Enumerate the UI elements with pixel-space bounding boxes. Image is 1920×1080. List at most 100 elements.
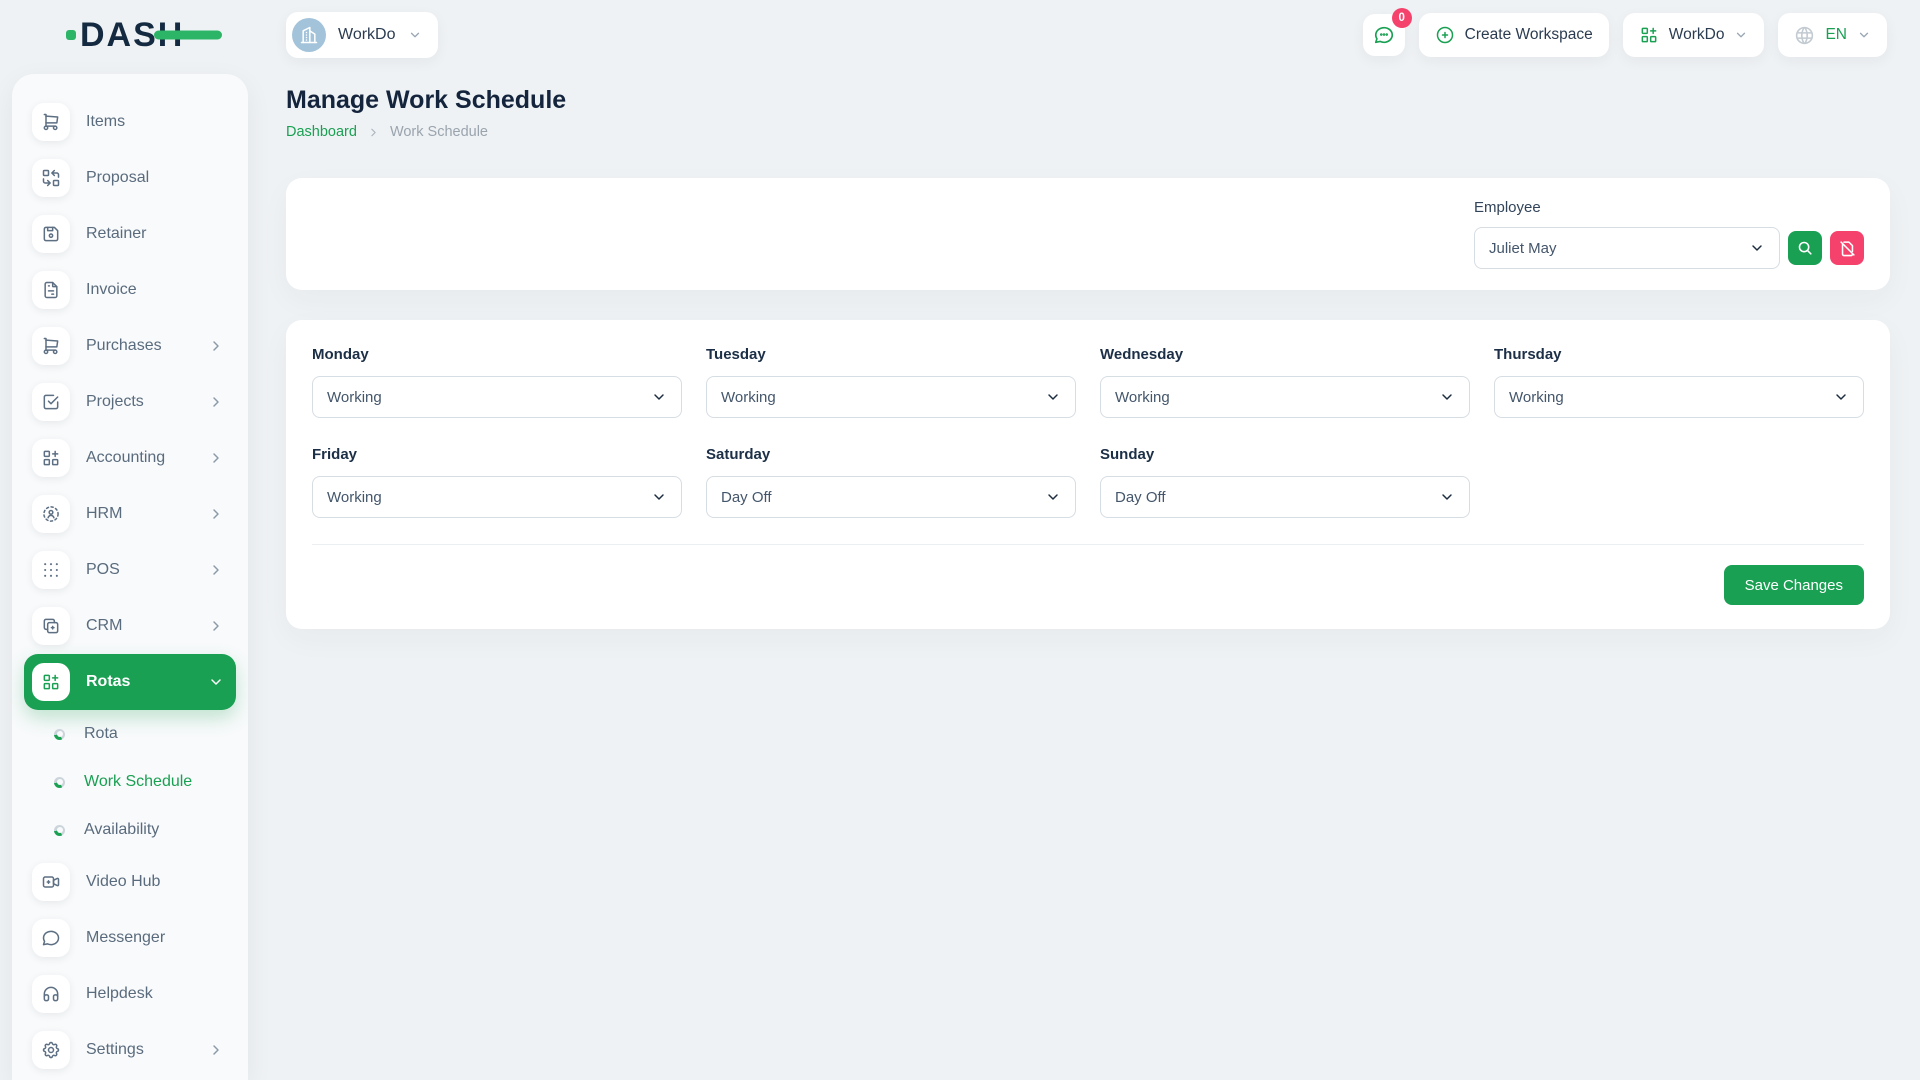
chevron-down-icon	[1734, 28, 1748, 42]
sidebar-item-label: Invoice	[86, 281, 137, 298]
replace-icon	[32, 159, 70, 197]
sidebar-item-label: Rotas	[86, 673, 131, 690]
sidebar-item-label: CRM	[86, 617, 123, 634]
day-grid: Monday Working Tuesday Working Wednesday Work…	[312, 346, 1864, 518]
messenger-icon	[1373, 24, 1395, 46]
thursday-select[interactable]: Working	[1494, 376, 1864, 418]
sidebar-item-label: Messenger	[86, 929, 166, 946]
sidebar-item-pos[interactable]: POS	[24, 542, 236, 598]
workspace-avatar	[292, 18, 326, 52]
sidebar-item-label: Projects	[86, 393, 144, 410]
employee-filter-card: Employee Juliet May	[286, 178, 1890, 290]
messages-button[interactable]: 0	[1362, 8, 1412, 56]
day-field-sunday: Sunday Day Off	[1100, 446, 1470, 518]
day-label: Monday	[312, 346, 369, 363]
day-field-saturday: Saturday Day Off	[706, 446, 1076, 518]
workspace-menu-button[interactable]: WorkDo	[1622, 13, 1765, 57]
grid-dots-icon	[32, 551, 70, 589]
floppy-icon	[32, 215, 70, 253]
employee-filter-row: Juliet May	[1474, 227, 1864, 269]
employee-filter: Employee Juliet May	[1474, 199, 1864, 269]
sidebar: Items Proposal Retainer Invoice Purchases Pro…	[12, 74, 248, 1080]
create-workspace-label: Create Workspace	[1464, 26, 1593, 43]
cart-icon	[32, 103, 70, 141]
sidebar-item-label: Work Schedule	[84, 773, 193, 790]
sidebar-item-label: Availability	[84, 821, 160, 838]
chevron-down-icon	[1045, 489, 1061, 505]
sidebar-item-projects[interactable]: Projects	[24, 374, 236, 430]
language-selector[interactable]: EN	[1778, 13, 1887, 57]
sidebar-item-helpdesk[interactable]: Helpdesk	[24, 966, 236, 1022]
gear-icon	[32, 1031, 70, 1069]
sidebar-item-label: Proposal	[86, 169, 150, 186]
sidebar-item-label: Rota	[84, 725, 118, 742]
day-label: Friday	[312, 446, 358, 463]
bullet-ring-icon	[54, 728, 65, 740]
day-label: Wednesday	[1100, 346, 1184, 363]
chevron-down-icon	[1857, 28, 1871, 42]
sidebar-item-crm[interactable]: CRM	[24, 598, 236, 654]
schedule-card: Monday Working Tuesday Working Wednesday Work…	[286, 320, 1890, 629]
sidebar-item-label: Video Hub	[86, 873, 161, 890]
sidebar-item-label: HRM	[86, 505, 123, 522]
wednesday-select[interactable]: Working	[1100, 376, 1470, 418]
monday-select[interactable]: Working	[312, 376, 682, 418]
sidebar-item-rotas[interactable]: Rotas	[24, 654, 236, 710]
create-workspace-button[interactable]: Create Workspace	[1418, 13, 1609, 57]
sidebar-item-availability[interactable]: Availability	[24, 806, 236, 854]
breadcrumb-current: Work Schedule	[389, 124, 488, 140]
workspace-name: WorkDo	[338, 26, 396, 43]
sidebar-item-retainer[interactable]: Retainer	[24, 206, 236, 262]
day-select-value: Working	[1509, 388, 1564, 406]
sidebar-item-proposal[interactable]: Proposal	[24, 150, 236, 206]
sidebar-item-rota[interactable]: Rota	[24, 710, 236, 758]
apps-icon	[32, 439, 70, 477]
bullet-ring-icon	[54, 824, 65, 836]
sidebar-nav: Items Proposal Retainer Invoice Purchases Pro…	[24, 94, 236, 1078]
topbar-actions: 0 Create Workspace WorkDo EN	[1362, 8, 1887, 57]
sidebar-item-purchases[interactable]: Purchases	[24, 318, 236, 374]
sidebar-item-settings[interactable]: Settings	[24, 1022, 236, 1078]
sidebar-item-work-schedule[interactable]: Work Schedule	[24, 758, 236, 806]
sidebar-item-messenger[interactable]: Messenger	[24, 910, 236, 966]
chevron-right-icon	[208, 506, 224, 522]
language-code: EN	[1825, 26, 1847, 43]
sunday-select[interactable]: Day Off	[1100, 476, 1470, 518]
video-icon	[32, 863, 70, 901]
day-select-value: Working	[1115, 388, 1170, 406]
sidebar-item-invoice[interactable]: Invoice	[24, 262, 236, 318]
sidebar-item-label: Retainer	[86, 225, 147, 242]
chevron-down-icon	[1833, 389, 1849, 405]
breadcrumb: Dashboard Work Schedule	[286, 124, 1890, 140]
workspace-switcher[interactable]: WorkDo	[286, 12, 438, 58]
chevron-right-icon	[208, 562, 224, 578]
logo-dot-icon	[66, 30, 76, 40]
chevron-right-icon	[208, 450, 224, 466]
brand-logo[interactable]: DASH	[66, 16, 256, 55]
employee-select-value: Juliet May	[1489, 239, 1557, 257]
day-field-wednesday: Wednesday Working	[1100, 346, 1470, 418]
save-changes-button[interactable]: Save Changes	[1723, 565, 1864, 605]
copy-plus-icon	[32, 607, 70, 645]
cart-icon	[32, 327, 70, 365]
messages-count-badge: 0	[1391, 8, 1412, 28]
sidebar-item-label: Settings	[86, 1041, 144, 1058]
saturday-select[interactable]: Day Off	[706, 476, 1076, 518]
sidebar-item-label: Purchases	[86, 337, 162, 354]
reset-filter-button[interactable]	[1830, 231, 1864, 265]
day-select-value: Working	[327, 488, 382, 506]
chevron-down-icon	[1045, 389, 1061, 405]
search-button[interactable]	[1788, 231, 1822, 265]
headset-icon	[32, 975, 70, 1013]
employee-select[interactable]: Juliet May	[1474, 227, 1780, 269]
sidebar-item-label: POS	[86, 561, 120, 578]
sidebar-item-items[interactable]: Items	[24, 94, 236, 150]
friday-select[interactable]: Working	[312, 476, 682, 518]
hrm-icon	[32, 495, 70, 533]
sidebar-item-accounting[interactable]: Accounting	[24, 430, 236, 486]
sidebar-item-hrm[interactable]: HRM	[24, 486, 236, 542]
file-invoice-icon	[32, 271, 70, 309]
breadcrumb-dashboard-link[interactable]: Dashboard	[286, 124, 357, 140]
tuesday-select[interactable]: Working	[706, 376, 1076, 418]
sidebar-item-video-hub[interactable]: Video Hub	[24, 854, 236, 910]
